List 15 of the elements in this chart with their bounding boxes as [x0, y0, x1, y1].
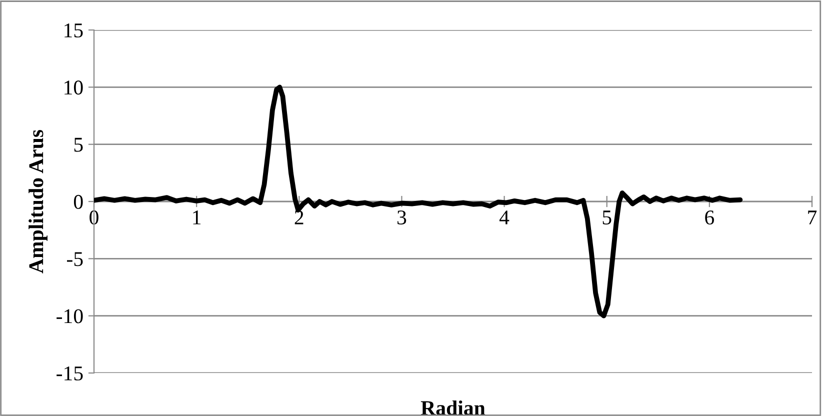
- x-tick-label: 3: [398, 210, 406, 224]
- y-tick-label: 5: [74, 138, 83, 152]
- y-tick-label: 10: [64, 80, 83, 95]
- y-axis-title: Amplitudo Arus: [28, 130, 48, 274]
- x-tick-label: 6: [705, 210, 714, 224]
- x-tick-label: 1: [193, 210, 201, 224]
- y-tick-label: 15: [64, 23, 83, 38]
- x-tick-label: 4: [499, 210, 510, 224]
- x-tick-label: 5: [602, 210, 612, 224]
- x-tick-label: 0: [90, 210, 98, 224]
- x-tick-label: 7: [808, 210, 817, 224]
- y-tick-label: -15: [56, 366, 83, 380]
- y-tick-label: 0: [74, 194, 83, 209]
- y-tick-label: -5: [67, 252, 83, 266]
- y-tick-label: -10: [56, 309, 83, 324]
